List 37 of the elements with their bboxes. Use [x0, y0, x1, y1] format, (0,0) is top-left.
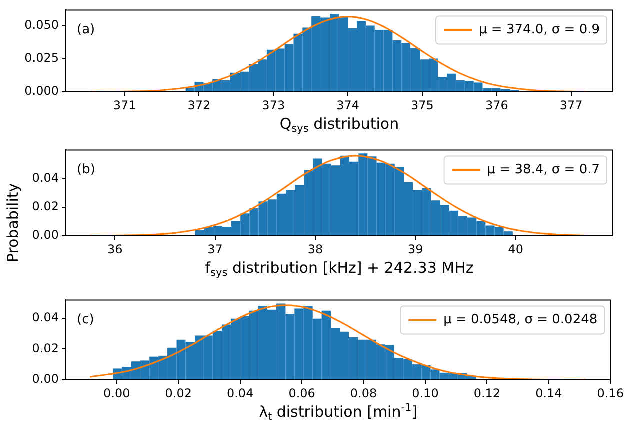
x-tick-label: 37 — [208, 242, 223, 256]
x-tick-label: 376 — [485, 98, 508, 112]
annotation: (a) — [77, 22, 96, 38]
x-tick-label: 40 — [508, 242, 524, 256]
x-tick-label: 0.14 — [536, 386, 562, 400]
x-tick-label: 39 — [408, 242, 424, 256]
y-tick-label: 0.02 — [32, 341, 59, 356]
x-tick-label: 0.06 — [288, 386, 316, 400]
x-tick-label: 373 — [262, 98, 286, 112]
y-tick-label: 0.04 — [32, 171, 59, 186]
y-tick-label: 0.02 — [32, 200, 59, 214]
x-tick-label: 38 — [308, 242, 324, 256]
annotation: (b) — [77, 162, 96, 178]
x-tick-label: 0.12 — [474, 386, 501, 400]
y-axis-title: Probability — [4, 183, 22, 263]
y-tick-label: 0.025 — [24, 50, 59, 65]
x-tick-label: 375 — [411, 98, 434, 112]
x-tick-label: 0.08 — [350, 386, 378, 400]
legend-label: μ = 0.0548, σ = 0.0248 — [444, 312, 598, 328]
legend-label: μ = 38.4, σ = 0.7 — [487, 162, 600, 178]
x-tick-label: 372 — [188, 98, 211, 112]
x-tick-label: 377 — [560, 98, 583, 112]
y-tick-label: 0.000 — [24, 84, 59, 98]
legend-label: μ = 374.0, σ = 0.9 — [479, 22, 600, 38]
y-tick-label: 0.00 — [32, 228, 59, 242]
x-tick-label: 0.10 — [412, 386, 439, 400]
x-tick-label: 0.00 — [104, 386, 130, 400]
x-tick-label: 0.04 — [226, 386, 254, 400]
y-tick-label: 0.00 — [32, 372, 59, 386]
annotation: (c) — [77, 312, 94, 328]
x-tick-label: 36 — [107, 242, 123, 256]
x-tick-label: 371 — [113, 98, 136, 112]
y-tick-label: 0.04 — [32, 310, 59, 324]
y-tick-label: 0.050 — [24, 18, 59, 32]
x-tick-label: 0.02 — [165, 386, 192, 400]
x-tick-label: 0.16 — [597, 386, 624, 400]
x-tick-label: 374 — [336, 98, 360, 112]
